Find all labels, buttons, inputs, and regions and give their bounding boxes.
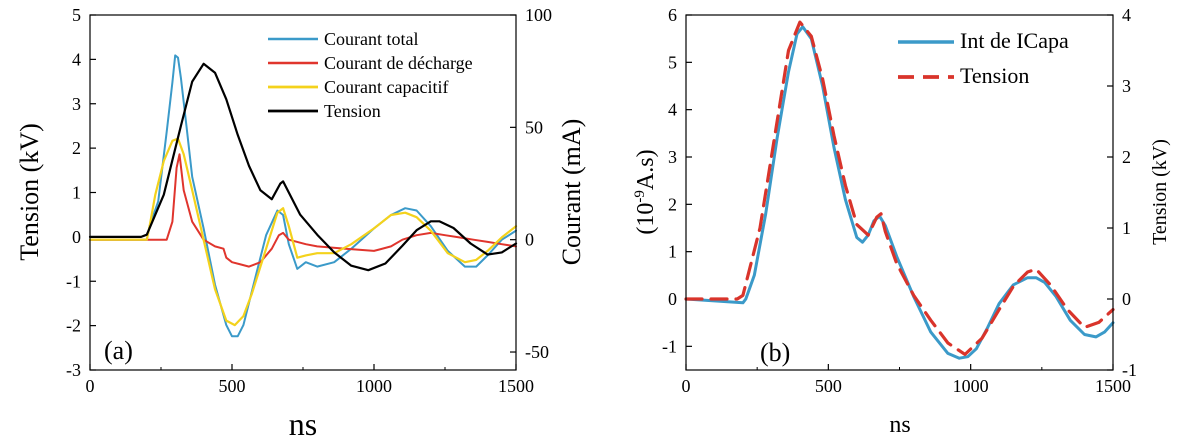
panel-b-label: (b): [760, 338, 790, 367]
panel-b-legend-label-tension: Tension: [960, 63, 1029, 88]
panel-b-frame: [685, 14, 1114, 371]
panel-b-ylabel-exp: -9: [632, 190, 648, 203]
panel-b-ytick-label: 1: [668, 242, 677, 262]
panel-b-xtick-label: 0: [682, 376, 691, 396]
panel-a-ytick-label: 2: [72, 138, 81, 158]
panel-a-legend: Courant total Courant de décharge Courant …: [268, 29, 473, 121]
panel-b-y2tick-label: 3: [1122, 76, 1131, 96]
panel-b-legend: Int de ICapa Tension: [898, 28, 1069, 88]
panel-a-xtick-label: 500: [219, 376, 246, 396]
panel-b-ytick-label: 3: [668, 147, 677, 167]
panel-a-ylabel: Tension (kV): [15, 123, 44, 261]
panel-a-xtick-label: 1500: [498, 376, 534, 396]
panel-a-legend-label-courant-capacitif: Courant capacitif: [324, 77, 448, 97]
panel-a-series-courant-decharge: [89, 153, 517, 268]
panel-a-ytick-label: 3: [72, 94, 81, 114]
panel-b-xtick-label: 1500: [1095, 376, 1131, 396]
panel-a-series-courant-total: [89, 54, 517, 338]
panel-a-y2label: Courant (mA): [557, 119, 586, 266]
panel-b-xlabel: ns: [889, 412, 910, 438]
panel-a-ytick-label: -3: [66, 360, 81, 380]
panel-a-frame: [89, 14, 517, 371]
panel-b-xtick-label: 1000: [953, 376, 989, 396]
panel-b-y2tick-label: 4: [1122, 5, 1131, 25]
panel-b-ytick-label: 2: [668, 194, 677, 214]
panel-a-y2tick-label: 100: [525, 5, 552, 25]
panel-b-y2tick-label: 1: [1122, 218, 1131, 238]
panel-b-y2tick-label: 2: [1122, 147, 1131, 167]
panel-b-ylabel-base: (10: [633, 203, 659, 235]
panel-b-ytick-label: 4: [668, 100, 677, 120]
panel-b-y2label: Tension (kV): [1149, 139, 1171, 245]
panel-a-label: (a): [104, 336, 133, 365]
panel-a-y2tick-label: 50: [525, 117, 543, 137]
panel-b-ytick-label: -1: [662, 336, 677, 356]
panel-b-ylabel-rest: A.s): [633, 149, 659, 190]
panel-a-y2tick-label: -50: [525, 342, 549, 362]
panel-b-xtick-label: 500: [815, 376, 842, 396]
panel-b-series: [684, 20, 1115, 360]
panel-a-ytick-label: 0: [72, 227, 81, 247]
panel-b-ytick-label: 6: [668, 5, 677, 25]
panel-b-y2tick-label: -1: [1122, 360, 1137, 380]
panel-b-y2tick-label: 0: [1122, 289, 1131, 309]
panel-a-legend-label-courant-total: Courant total: [324, 29, 418, 49]
panel-b-series-int-icapa: [684, 25, 1115, 360]
panel-a-y2tick-label: 0: [525, 230, 534, 250]
panel-a-xtick-label: 1000: [356, 376, 392, 396]
panel-a-ytick-label: 4: [72, 49, 81, 69]
panel-b-ylabel: (10-9A.s): [632, 149, 659, 234]
panel-b-ytick-label: 5: [668, 52, 677, 72]
panel-a-series-tension: [88, 62, 518, 272]
panel-b-ytick-label: 0: [668, 289, 677, 309]
panel-a-legend-label-courant-decharge: Courant de décharge: [324, 53, 473, 73]
panel-b-legend-label-int-icapa: Int de ICapa: [960, 28, 1069, 53]
panel-a-ytick-label: -1: [66, 271, 81, 291]
panel-a-ytick-label: 5: [72, 5, 81, 25]
panel-a-ytick-label: 1: [72, 183, 81, 203]
panel-a-series: [88, 54, 518, 338]
panel-a-xtick-label: 0: [86, 376, 95, 396]
panel-a-xlabel: ns: [289, 406, 317, 442]
panel-a-legend-label-tension: Tension: [324, 101, 381, 121]
panel-a-series-courant-capacitif: [88, 137, 518, 327]
panel-a-ytick-label: -2: [66, 316, 81, 336]
panel-b-series-tension: [684, 20, 1115, 356]
